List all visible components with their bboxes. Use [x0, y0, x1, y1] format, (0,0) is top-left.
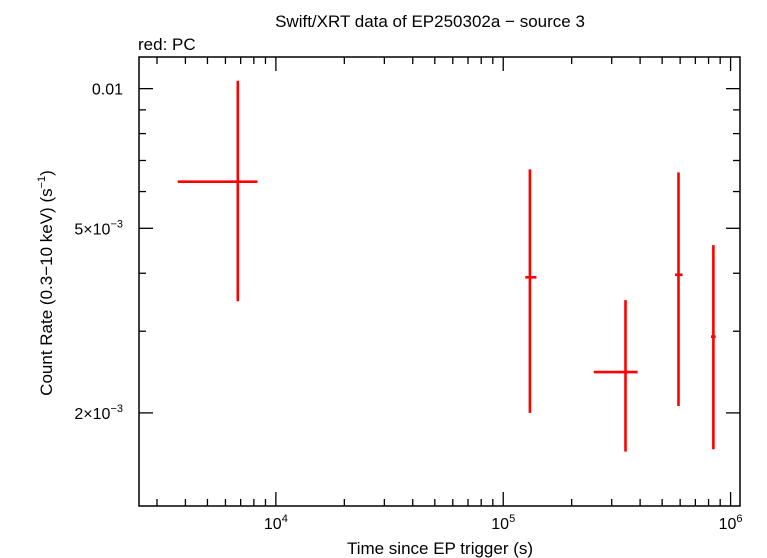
x-axis-label: Time since EP trigger (s): [347, 539, 533, 558]
x-axis-ticks: [156, 57, 732, 506]
y-tick-label: 5×10−3: [74, 218, 123, 238]
x-tick-label: 106: [719, 513, 743, 533]
x-tick-label: 105: [491, 513, 515, 533]
x-tick-label: 104: [264, 513, 288, 533]
data-point: [525, 169, 537, 413]
y-axis-ticks: [139, 87, 740, 414]
plot-frame: [138, 56, 741, 507]
x-axis-tick-labels: 104 105 106: [264, 513, 743, 533]
data-point: [710, 245, 716, 450]
y-axis-label: Count Rate (0.3−10 keV) (s−1): [36, 170, 56, 396]
y-axis-tick-labels: 0.01 5×10−3 2×10−3: [74, 82, 123, 423]
data-point: [593, 300, 638, 452]
chart-subtitle: red: PC: [138, 35, 196, 54]
y-tick-label: 0.01: [92, 82, 123, 99]
chart-title: Swift/XRT data of EP250302a − source 3: [275, 12, 585, 31]
data-point: [675, 172, 683, 406]
data-point: [177, 80, 258, 302]
data-points: [177, 80, 716, 452]
y-tick-label: 2×10−3: [74, 403, 123, 423]
